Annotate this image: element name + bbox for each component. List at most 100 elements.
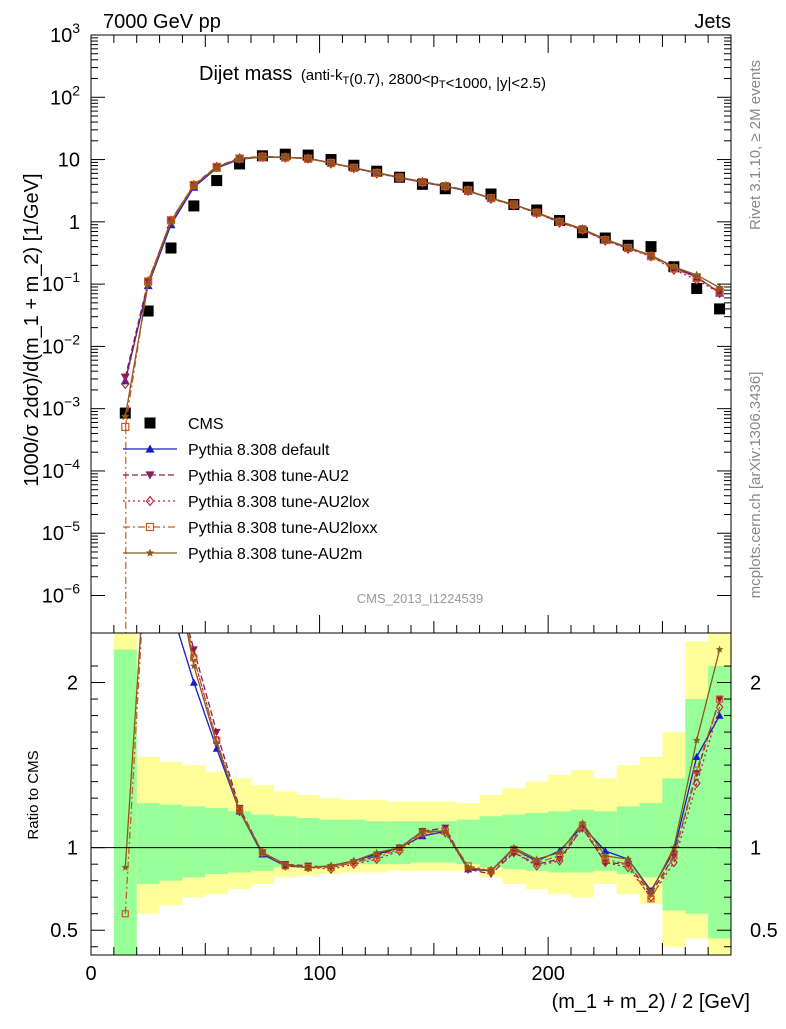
y-tick-base: 10 — [42, 399, 64, 421]
y-tick-base: 10 — [42, 461, 64, 483]
x-tick-label: 200 — [531, 963, 564, 985]
data-point — [555, 216, 564, 225]
y-tick-label: 10−3 — [42, 394, 80, 421]
ratio-point — [670, 852, 678, 860]
ratio-point — [715, 711, 724, 719]
analysis-watermark: CMS_2013_I1224539 — [357, 591, 484, 606]
data-point — [441, 181, 450, 190]
legend-item: Pythia 8.308 tune-AU2loxx — [123, 520, 377, 537]
legend-item: Pythia 8.308 tune-AU2 — [123, 468, 349, 485]
ratio-point — [121, 910, 129, 918]
legend-marker — [145, 548, 155, 557]
ratio-point — [555, 856, 564, 864]
data-point — [166, 217, 176, 226]
data-point — [235, 153, 244, 164]
ratio-point — [212, 739, 221, 747]
ratio-point — [327, 861, 335, 870]
legend-label: CMS — [188, 416, 224, 433]
data-point — [532, 207, 541, 216]
data-point — [486, 193, 496, 202]
ratio-point — [212, 728, 221, 737]
y-tick-label: 10−5 — [42, 518, 80, 545]
ratio-point — [647, 888, 655, 896]
main-series-4 — [121, 152, 724, 431]
y-tick-base: 10 — [50, 87, 72, 109]
header-left: 7000 GeV pp — [103, 11, 221, 33]
data-point — [509, 200, 519, 209]
y-tick-label: 103 — [50, 20, 80, 47]
data-point — [349, 163, 359, 172]
band-green — [113, 649, 137, 955]
data-point — [692, 270, 701, 279]
data-point — [303, 154, 313, 163]
legend-label: Pythia 8.308 tune-AU2m — [188, 546, 362, 563]
main-panel-marks — [119, 148, 726, 633]
ratio-line — [188, 633, 721, 896]
ratio-axes: 0.5 0.5 1 1 2 2 0 100 200 — [50, 35, 778, 985]
ratio-point — [190, 654, 198, 662]
y-tick-label: 10−1 — [42, 269, 80, 296]
data-point — [234, 158, 246, 170]
data-point — [211, 175, 223, 187]
y-tick-label: 10−4 — [42, 456, 80, 483]
side-text-mcplots: mcplots.cern.ch [arXiv:1306.3436] — [747, 372, 764, 599]
data-point — [463, 186, 473, 195]
ratio-point — [624, 862, 633, 873]
data-point — [258, 152, 267, 161]
data-point — [372, 168, 381, 177]
data-point — [166, 215, 176, 227]
band-green — [456, 819, 480, 865]
y-tick-exponent: −3 — [64, 394, 80, 410]
ratio-point — [441, 827, 450, 835]
legend-marker — [144, 417, 156, 429]
chart-title-main: Dijet mass — [199, 63, 292, 85]
ratio-point — [373, 853, 381, 862]
ratio-point — [693, 766, 701, 774]
ratio-point — [692, 778, 701, 789]
ratio-point — [601, 857, 610, 868]
band-green — [319, 819, 343, 866]
legend-label: Pythia 8.308 tune-AU2loxx — [188, 520, 377, 537]
title-sub-subscript: T — [343, 75, 350, 87]
band-green — [136, 803, 160, 884]
x-tick-label: 0 — [85, 963, 96, 985]
y-tick-base: 10 — [42, 586, 64, 608]
legend: CMS Pythia 8.308 default Pythia 8.308 tune… — [123, 416, 377, 563]
main-series-5 — [121, 152, 724, 421]
data-point — [120, 373, 130, 382]
data-point — [326, 158, 336, 167]
y-tick-exponent: −4 — [64, 456, 80, 472]
ratio-y-tick-label-right: 0.5 — [750, 920, 778, 942]
ratio-point — [121, 863, 130, 871]
band-green — [365, 821, 389, 865]
ratio-point — [715, 695, 724, 704]
band-green — [571, 809, 594, 873]
data-point — [281, 152, 290, 161]
ratio-point — [578, 818, 587, 827]
y-tick-label: 102 — [50, 82, 80, 109]
ratio-uncertainty-bands — [113, 633, 731, 955]
data-point — [578, 224, 587, 233]
ratio-point — [692, 770, 701, 778]
legend-marker — [145, 495, 155, 507]
ratio-point — [624, 855, 632, 863]
legend-label: Pythia 8.308 default — [188, 442, 330, 459]
ratio-point — [189, 646, 198, 654]
legend-item: Pythia 8.308 default — [123, 442, 330, 459]
band-green — [685, 699, 709, 914]
main-series-0 — [119, 148, 726, 419]
data-point — [212, 162, 221, 171]
side-text-rivet: Rivet 3.1.10, ≥ 2M events — [747, 60, 764, 230]
series-line — [124, 156, 720, 428]
data-point — [623, 242, 633, 251]
ratio-point — [555, 855, 564, 866]
ratio-point — [418, 827, 427, 835]
y-tick-base: 10 — [42, 274, 64, 296]
y-tick-exponent: 3 — [72, 20, 80, 36]
main-y-axis-label: 1000/σ 2dσ)/d(m_1 + m_2) [1/GeV] — [21, 173, 43, 486]
data-point — [189, 181, 199, 190]
legend-item: Pythia 8.308 tune-AU2m — [123, 546, 362, 563]
series-line — [124, 156, 720, 385]
